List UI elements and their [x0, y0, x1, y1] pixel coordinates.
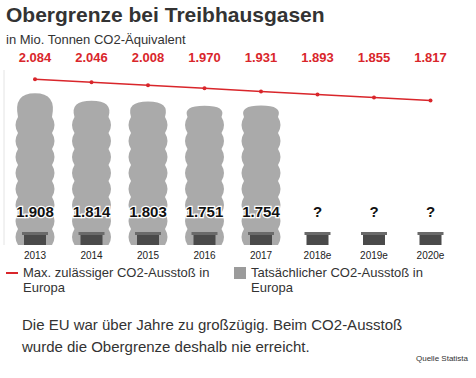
- chimney: [24, 234, 46, 245]
- bar: [72, 101, 111, 245]
- chart: Obergrenze bei Treibhausgasen in Mio. Ton…: [0, 0, 476, 378]
- text-line: Europa: [23, 280, 66, 295]
- chimney: [250, 234, 272, 245]
- chimney: [81, 234, 103, 245]
- data-label: 1.751: [186, 203, 224, 220]
- marker: [146, 83, 150, 87]
- legend-swatch: [6, 272, 18, 274]
- data-label: ?: [313, 203, 322, 220]
- text-line: Tatsächlicher CO2-Ausstoß in: [251, 265, 423, 280]
- chimney-cap: [418, 232, 444, 235]
- data-label: 2.008: [132, 50, 165, 65]
- marker: [372, 95, 376, 99]
- x-tick-label: 2020e: [417, 250, 445, 261]
- text-line: wurde die Obergrenze deshalb nie erreich…: [21, 338, 310, 355]
- data-label: 1.814: [73, 203, 111, 220]
- x-tick-label: 2017: [250, 250, 273, 261]
- chimney-cap: [79, 232, 105, 235]
- data-label: ?: [426, 203, 435, 220]
- subtitle: in Mio. Tonnen CO2-Äquivalent: [6, 32, 186, 47]
- text-line: Die EU war über Jahre zu großzügig. Beim…: [22, 316, 402, 333]
- marker: [90, 80, 94, 84]
- x-tick-label: 2018e: [304, 250, 332, 261]
- data-label: ?: [369, 203, 378, 220]
- labels: 2.084 2.046 2.008 1.970 1.931 1.893 1.855 1.817…: [16, 50, 447, 261]
- bar: [16, 93, 55, 245]
- y-axis-line: [4, 70, 5, 245]
- legend-label: Max. zulässiger CO2-Ausstoß inEuropa: [23, 265, 209, 295]
- chimney-cap: [192, 232, 218, 235]
- chimney-cap: [361, 232, 387, 235]
- marker: [33, 77, 37, 81]
- data-label: 1.817: [414, 50, 447, 65]
- line: [35, 79, 431, 100]
- chimney-cap: [135, 232, 161, 235]
- source: Quelle Statista: [416, 354, 469, 363]
- chimney-cap: [305, 232, 331, 235]
- text-line: Max. zulässiger CO2-Ausstoß in: [23, 265, 209, 280]
- x-tick-label: 2019e: [360, 250, 388, 261]
- legend-swatch: [234, 267, 246, 279]
- x-tick-label: 2013: [24, 250, 47, 261]
- chimney-cap: [22, 232, 48, 235]
- x-tick-label: 2014: [80, 250, 103, 261]
- marker: [203, 86, 207, 90]
- legend-label: Tatsächlicher CO2-Ausstoß inEuropa: [251, 265, 423, 295]
- chimney-cap: [248, 232, 274, 235]
- title: Obergrenze bei Treibhausgasen: [6, 3, 325, 26]
- bar: [242, 105, 281, 245]
- chimney: [307, 234, 329, 245]
- chimney: [420, 234, 442, 245]
- data-label: 2.046: [75, 50, 108, 65]
- annotation: Die EU war über Jahre zu großzügig. Beim…: [21, 316, 402, 355]
- marker: [316, 92, 320, 96]
- background: [0, 0, 476, 378]
- data-label: 1.970: [188, 50, 221, 65]
- plot-area: [16, 77, 433, 245]
- bar: [185, 106, 224, 245]
- data-label: 2.084: [19, 50, 52, 65]
- data-label: 1.754: [242, 203, 280, 220]
- data-label: 1.931: [245, 50, 278, 65]
- text-line: Europa: [251, 280, 294, 295]
- marker: [429, 98, 433, 102]
- data-label: 1.893: [301, 50, 334, 65]
- bar: [129, 102, 168, 245]
- chimney: [137, 234, 159, 245]
- chimney: [194, 234, 216, 245]
- data-label: 1.908: [16, 203, 54, 220]
- x-tick-label: 2015: [137, 250, 160, 261]
- data-label: 1.855: [358, 50, 391, 65]
- x-tick-label: 2016: [193, 250, 216, 261]
- chimney: [363, 234, 385, 245]
- marker: [259, 89, 263, 93]
- data-label: 1.803: [129, 203, 167, 220]
